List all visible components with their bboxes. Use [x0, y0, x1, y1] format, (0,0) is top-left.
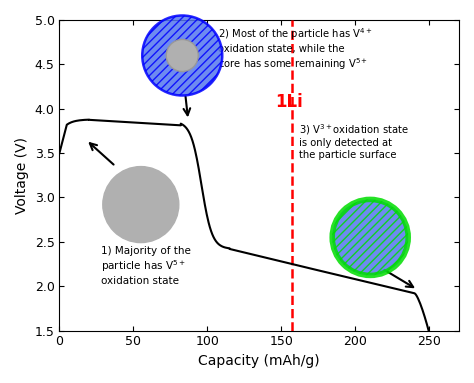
Text: 1) Majority of the
particle has V$^{5+}$
oxidation state: 1) Majority of the particle has V$^{5+}$… — [101, 246, 191, 286]
Text: 2) Most of the particle has V$^{4+}$
oxidation state, while the
core has some re: 2) Most of the particle has V$^{4+}$ oxi… — [218, 26, 373, 72]
Y-axis label: Voltage (V): Voltage (V) — [15, 137, 29, 214]
Text: 1Li: 1Li — [275, 93, 303, 111]
X-axis label: Capacity (mAh/g): Capacity (mAh/g) — [199, 354, 320, 368]
Text: 3) V$^{3+}$oxidation state
is only detected at
the particle surface: 3) V$^{3+}$oxidation state is only detec… — [299, 122, 409, 160]
